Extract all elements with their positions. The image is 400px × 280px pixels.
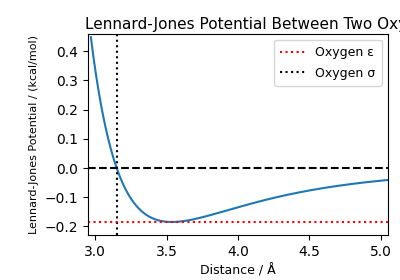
Y-axis label: Lennard-Jones Potential / (kcal/mol): Lennard-Jones Potential / (kcal/mol)	[29, 35, 39, 234]
X-axis label: Distance / Å: Distance / Å	[200, 265, 276, 278]
Legend: Oxygen ε, Oxygen σ: Oxygen ε, Oxygen σ	[274, 40, 382, 86]
Text: Lennard-Jones Potential Between Two Oxygen A: Lennard-Jones Potential Between Two Oxyg…	[85, 17, 400, 32]
